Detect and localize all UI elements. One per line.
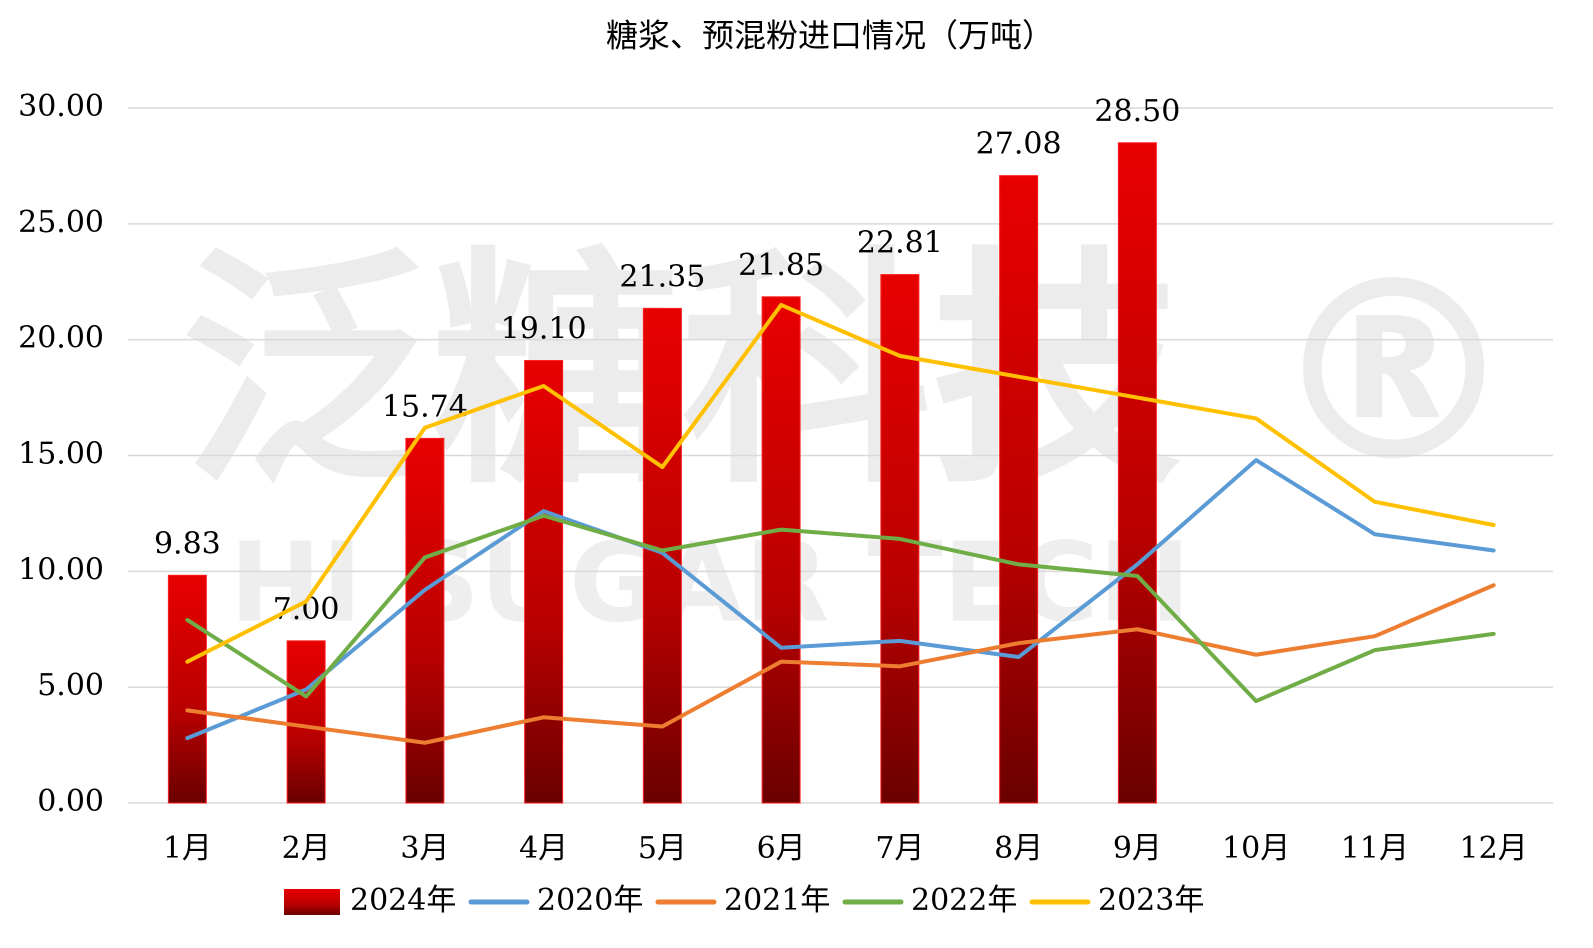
bar bbox=[999, 175, 1039, 804]
watermark: 泛糖科技 ® bbox=[181, 226, 1518, 517]
data-label: 7.00 bbox=[273, 592, 340, 627]
x-tick-label: 6月 bbox=[757, 831, 806, 866]
bar bbox=[642, 307, 682, 804]
bar bbox=[524, 360, 564, 804]
data-label: 21.85 bbox=[738, 248, 824, 283]
x-tick-label: 10月 bbox=[1222, 831, 1290, 866]
bar bbox=[1117, 142, 1157, 804]
bar bbox=[761, 296, 801, 804]
watermark-en: HI SUGAR TECH bbox=[229, 518, 1190, 646]
bar bbox=[167, 574, 207, 804]
legend-label: 2021年 bbox=[724, 883, 830, 918]
y-tick-label: 5.00 bbox=[37, 668, 104, 703]
y-tick-label: 15.00 bbox=[18, 437, 104, 472]
y-tick-label: 25.00 bbox=[18, 205, 104, 240]
chart-title: 糖浆、预混粉进口情况（万吨） bbox=[606, 17, 1054, 55]
data-label: 22.81 bbox=[857, 226, 943, 261]
x-tick-label: 1月 bbox=[163, 831, 212, 866]
x-tick-label: 4月 bbox=[519, 831, 568, 866]
x-tick-label: 12月 bbox=[1460, 831, 1528, 866]
bar bbox=[286, 640, 326, 804]
legend-label: 2022年 bbox=[911, 883, 1017, 918]
x-tick-label: 9月 bbox=[1113, 831, 1162, 866]
x-tick-label: 5月 bbox=[638, 831, 687, 866]
y-tick-label: 30.00 bbox=[18, 89, 104, 124]
data-label: 9.83 bbox=[154, 526, 221, 561]
x-tick-label: 7月 bbox=[875, 831, 924, 866]
data-label: 28.50 bbox=[1094, 94, 1180, 129]
x-tick-label: 8月 bbox=[994, 831, 1043, 866]
y-tick-label: 0.00 bbox=[37, 784, 104, 819]
line bbox=[185, 513, 1496, 704]
legend-label: 2023年 bbox=[1098, 883, 1204, 918]
line bbox=[185, 302, 1496, 664]
bar bbox=[405, 437, 445, 804]
legend-swatch bbox=[284, 889, 340, 915]
line bbox=[185, 458, 1496, 741]
line bbox=[185, 583, 1496, 745]
data-label: 21.35 bbox=[619, 259, 705, 294]
y-tick-label: 10.00 bbox=[18, 552, 104, 587]
data-label: 27.08 bbox=[976, 127, 1062, 162]
data-label: 19.10 bbox=[501, 312, 587, 347]
legend-label: 2024年 bbox=[350, 883, 456, 918]
x-tick-label: 2月 bbox=[282, 831, 331, 866]
y-tick-label: 20.00 bbox=[18, 321, 104, 356]
legend-label: 2020年 bbox=[537, 883, 643, 918]
x-tick-label: 3月 bbox=[400, 831, 449, 866]
x-tick-label: 11月 bbox=[1341, 831, 1409, 866]
